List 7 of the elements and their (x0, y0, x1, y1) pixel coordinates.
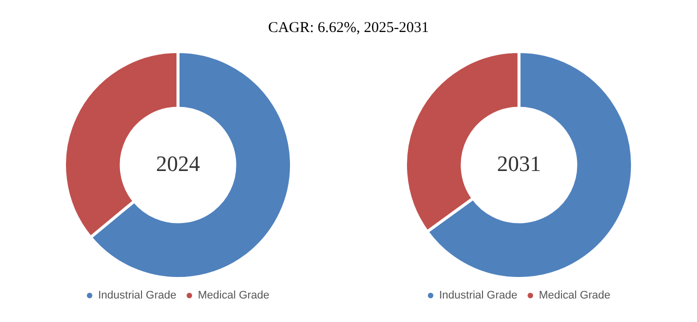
legend-label: Industrial Grade (439, 290, 518, 302)
text: 2024 (156, 150, 200, 176)
legend-label: Medical Grade (538, 290, 610, 302)
text: 2031 (497, 150, 541, 176)
legend-label: Medical Grade (198, 290, 270, 302)
text: CAGR: 6.62%, 2025-2031 (267, 19, 430, 38)
legend-label: Industrial Grade (98, 290, 176, 302)
